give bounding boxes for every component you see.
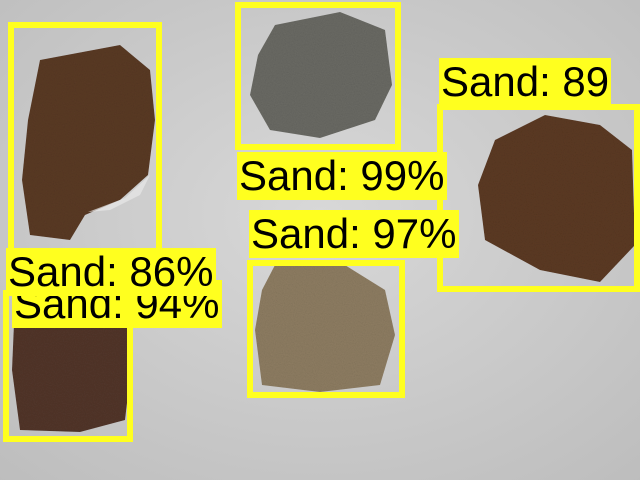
rock-sample-1 — [22, 45, 155, 240]
rock-sample-5 — [12, 295, 132, 432]
detection-box-1 — [8, 22, 162, 262]
detection-label-3: Sand: 97% — [249, 210, 459, 258]
rock-sample-4 — [255, 262, 395, 392]
detection-label-4: Sand: 89 — [439, 58, 612, 106]
detection-label-2: Sand: 99% — [237, 152, 447, 200]
rock-sample-3 — [478, 115, 635, 282]
detection-box-3 — [247, 260, 405, 398]
detection-label-1: Sand: 86% — [6, 248, 216, 296]
rock-shadow-1 — [88, 175, 150, 212]
rock-sample-2 — [250, 12, 392, 138]
detection-box-4 — [437, 104, 640, 292]
detection-box-2 — [235, 2, 401, 150]
